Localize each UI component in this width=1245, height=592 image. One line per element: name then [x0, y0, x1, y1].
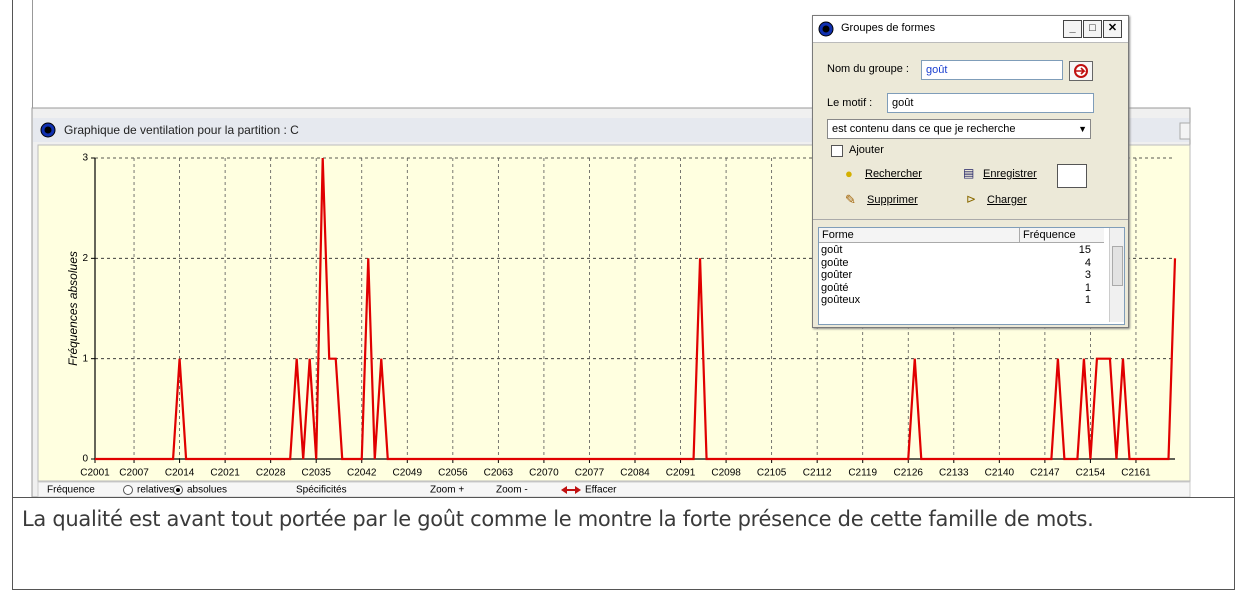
field-label: Nom du groupe :: [827, 63, 909, 75]
maximize-button[interactable]: □: [1083, 20, 1102, 38]
color-box[interactable]: [1057, 164, 1087, 188]
radio-label[interactable]: relatives: [137, 485, 174, 496]
button[interactable]: Rechercher: [865, 168, 922, 180]
window-icon-dot: [45, 127, 52, 134]
checkbox[interactable]: [831, 145, 843, 157]
x-tick-label: C2049: [393, 468, 423, 479]
x-tick-label: C2084: [620, 468, 650, 479]
window-title: Graphique de ventilation pour la partiti…: [64, 123, 299, 137]
field-label: Le motif :: [827, 97, 872, 109]
form-cell: goûter: [821, 269, 852, 281]
dialog-divider: [813, 219, 1128, 220]
x-tick-label: C2126: [894, 468, 924, 479]
radio-label[interactable]: absolues: [187, 485, 227, 496]
checkbox-label[interactable]: Ajouter: [849, 144, 884, 156]
toolbar-button[interactable]: Zoom -: [496, 485, 528, 496]
y-tick-label: 0: [82, 454, 88, 465]
column-header[interactable]: Forme: [822, 229, 854, 241]
toolbar-label: Fréquence: [47, 485, 95, 496]
dialog-titlebar: Groupes de formes _ □ ✕: [813, 16, 1128, 43]
scrollbar[interactable]: [1109, 228, 1124, 322]
x-tick-label: C2154: [1076, 468, 1106, 479]
caption: La qualité est avant tout portée par le …: [22, 503, 1227, 535]
form-cell: goûteux: [821, 294, 860, 306]
button[interactable]: Charger: [987, 194, 1027, 206]
column-divider: [1019, 228, 1020, 242]
group-button[interactable]: [1069, 61, 1093, 81]
x-tick-label: C2119: [848, 468, 877, 479]
button[interactable]: Supprimer: [867, 194, 918, 206]
x-tick-label: C2042: [347, 468, 377, 479]
select-arrow: ▼: [1078, 120, 1087, 138]
table-row[interactable]: goûté 1: [821, 282, 1091, 294]
toolbar-button[interactable]: Zoom +: [430, 485, 464, 496]
scrollbar-thumb[interactable]: [1112, 246, 1123, 286]
table-row[interactable]: goûteux 1: [821, 294, 1091, 306]
x-tick-label: C2098: [711, 468, 741, 479]
table-row[interactable]: goûte 4: [821, 257, 1091, 269]
delete-icon: ✎: [845, 192, 856, 208]
radio-relatives[interactable]: [124, 486, 133, 495]
y-axis-label: Fréquences absolues: [66, 251, 80, 366]
x-tick-label: C2070: [529, 468, 559, 479]
x-tick-label: C2001: [80, 468, 110, 479]
x-tick-label: C2140: [985, 468, 1015, 479]
column-header[interactable]: Fréquence: [1023, 229, 1076, 241]
y-tick-label: 2: [82, 253, 88, 264]
y-tick-label: 1: [82, 353, 88, 364]
minimize-button[interactable]: _: [1063, 20, 1082, 38]
frequency-cell: 1: [1085, 294, 1091, 306]
match-mode-select[interactable]: est contenu dans ce que je recherche ▼: [827, 119, 1091, 139]
x-tick-label: C2028: [256, 468, 286, 479]
separator: [12, 497, 1234, 498]
x-tick-label: C2077: [575, 468, 605, 479]
x-tick-label: C2112: [803, 468, 832, 479]
group-name-input[interactable]: goût: [921, 60, 1063, 80]
frequency-cell: 4: [1085, 257, 1091, 269]
x-tick-label: C2021: [210, 468, 240, 479]
save-icon: ▤: [963, 166, 974, 180]
form-cell: goûté: [821, 282, 849, 294]
search-icon: ●: [845, 166, 853, 181]
table-row[interactable]: goût 15: [821, 244, 1091, 256]
form-cell: goût: [821, 244, 842, 256]
x-tick-label: C2007: [119, 468, 149, 479]
x-tick-label: C2035: [301, 468, 331, 479]
toolbar-button[interactable]: Effacer: [585, 485, 617, 496]
radio-checked: [176, 488, 180, 492]
y-tick-label: 3: [82, 153, 88, 164]
x-tick-label: C2105: [757, 468, 787, 479]
frequency-cell: 1: [1085, 282, 1091, 294]
table-header: Forme Fréquence: [819, 228, 1104, 243]
close-button[interactable]: ✕: [1103, 20, 1122, 38]
x-tick-label: C2147: [1030, 468, 1060, 479]
form-cell: goûte: [821, 257, 849, 269]
x-tick-label: C2133: [939, 468, 969, 479]
table-row[interactable]: goûter 3: [821, 269, 1091, 281]
button[interactable]: Enregistrer: [983, 168, 1037, 180]
load-icon: ⊳: [966, 192, 976, 206]
dialog-title: Groupes de formes: [841, 22, 935, 34]
frequency-cell: 3: [1085, 269, 1091, 281]
dialog: Groupes de formes _ □ ✕ Nom du groupe : …: [812, 15, 1129, 328]
x-tick-label: C2056: [438, 468, 468, 479]
x-tick-label: C2014: [165, 468, 195, 479]
toolbar-button[interactable]: Spécificités: [296, 485, 347, 496]
x-tick-label: C2091: [666, 468, 696, 479]
x-tick-label: C2063: [484, 468, 514, 479]
page: {"window_title": "Graphique de ventilati…: [0, 0, 1245, 592]
window-button[interactable]: [1180, 123, 1190, 139]
pattern-input[interactable]: goût: [887, 93, 1094, 113]
x-tick-label: C2161: [1121, 468, 1151, 479]
select-value: est contenu dans ce que je recherche: [832, 123, 1015, 135]
frequency-cell: 15: [1079, 244, 1091, 256]
dialog-icon: [818, 21, 834, 37]
